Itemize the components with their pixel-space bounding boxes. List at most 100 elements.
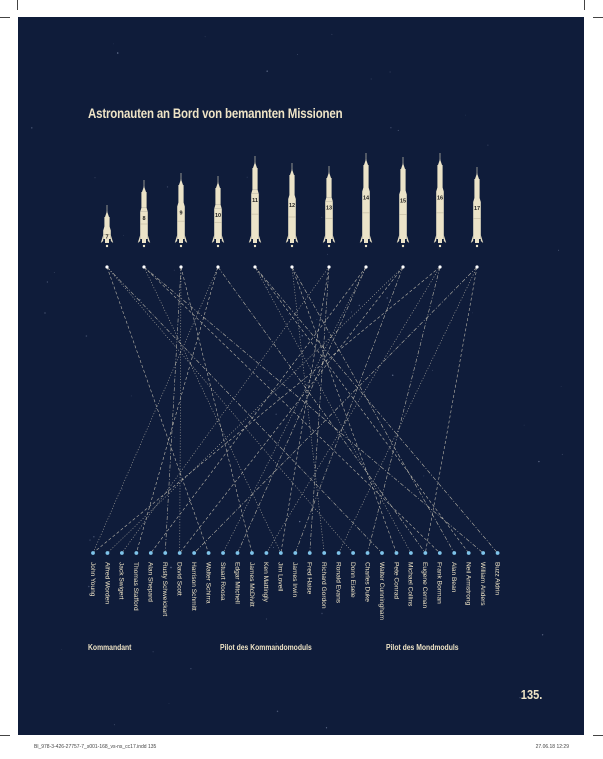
star bbox=[174, 436, 175, 438]
astronaut-node bbox=[250, 551, 254, 555]
star bbox=[349, 333, 350, 335]
legend: Kommandant Pilot des Kommandomoduls Pilot … bbox=[88, 643, 528, 657]
connection-line bbox=[164, 266, 182, 554]
astronaut-node bbox=[380, 551, 384, 555]
star bbox=[358, 304, 360, 307]
astronaut-name-label: Edgar Mitchell bbox=[233, 562, 240, 604]
astronaut-node bbox=[134, 551, 139, 555]
star bbox=[386, 297, 388, 299]
mission-rocket: 14 bbox=[359, 153, 373, 269]
mission-rocket: 7 bbox=[100, 205, 114, 269]
star bbox=[275, 642, 277, 644]
astronaut-node bbox=[235, 551, 240, 555]
astronaut-node bbox=[148, 551, 153, 555]
astronaut-node bbox=[206, 551, 211, 555]
mission-rocket: 17 bbox=[470, 167, 484, 269]
astronaut-node bbox=[423, 551, 428, 555]
mission-number-label: 16 bbox=[437, 196, 443, 202]
page-title: Astronauten an Bord von bemannten Missio… bbox=[88, 105, 343, 121]
star bbox=[61, 649, 63, 650]
astronaut-node bbox=[495, 551, 500, 555]
mission-number-label: 11 bbox=[252, 198, 258, 204]
astronaut-name-label: Fred Haise bbox=[306, 562, 313, 595]
star bbox=[558, 249, 560, 251]
crop-mark bbox=[593, 17, 603, 18]
astronaut-node bbox=[351, 551, 355, 555]
astronaut-name-label: William Anders bbox=[479, 562, 486, 606]
connection-line bbox=[179, 266, 182, 554]
astronaut-name-label: Michael Collins bbox=[407, 562, 414, 607]
star bbox=[288, 314, 289, 316]
astronaut-name-label: John Young bbox=[89, 562, 96, 597]
star bbox=[560, 386, 562, 387]
astronaut-name-label: Thomas Stafford bbox=[132, 562, 139, 611]
star bbox=[116, 52, 119, 54]
star bbox=[204, 36, 206, 38]
legend-label: Pilot des Kommandomoduls bbox=[220, 643, 312, 652]
star bbox=[273, 547, 274, 548]
mission-rocket: 8 bbox=[137, 180, 151, 269]
mission-node bbox=[401, 265, 405, 269]
star bbox=[471, 312, 473, 314]
star bbox=[297, 53, 299, 55]
star bbox=[31, 127, 33, 129]
mission-node bbox=[475, 265, 479, 269]
rocket-base-dot bbox=[179, 244, 183, 248]
mission-node bbox=[216, 265, 220, 269]
connection-line bbox=[338, 266, 478, 554]
footer-file-label: Bl_978-3-426-27757-7_s001-168_vs-ns_cc17… bbox=[34, 744, 157, 750]
astronaut-name-label: Stuart Roosa bbox=[219, 562, 226, 601]
connection-line bbox=[254, 266, 469, 554]
mission-node bbox=[179, 265, 183, 269]
astronaut-node bbox=[307, 551, 312, 555]
connection-line bbox=[92, 266, 441, 554]
connection-line bbox=[106, 266, 354, 554]
mission-number-label: 12 bbox=[289, 203, 295, 209]
astronaut-name-label: Walter Cunningham bbox=[378, 562, 385, 621]
star bbox=[173, 269, 175, 271]
mission-node bbox=[105, 265, 109, 269]
rocket-base-dot bbox=[216, 244, 220, 248]
star bbox=[166, 186, 169, 188]
mission-number-label: 9 bbox=[179, 211, 182, 217]
star bbox=[301, 335, 304, 337]
page-number: 135. bbox=[520, 687, 542, 702]
astronaut-name-label: Alfred Worden bbox=[103, 562, 110, 604]
astronaut-name-label: Charles Duke bbox=[363, 562, 370, 602]
connection-line bbox=[291, 266, 455, 554]
astronaut-node bbox=[278, 551, 283, 555]
astronaut-node bbox=[365, 551, 370, 555]
astronaut-node bbox=[105, 551, 110, 555]
star bbox=[170, 566, 172, 569]
mission-number-label: 13 bbox=[326, 205, 332, 211]
connection-line bbox=[237, 266, 367, 554]
star bbox=[152, 651, 154, 653]
mission-node bbox=[142, 265, 146, 269]
mission-node bbox=[290, 265, 294, 269]
rocket-base-dot bbox=[401, 244, 405, 248]
astronaut-node bbox=[452, 551, 457, 555]
connection-lines bbox=[92, 266, 498, 554]
rocket-base-dot bbox=[105, 244, 109, 248]
connection-line bbox=[193, 266, 478, 554]
legend-label: Kommandant bbox=[88, 643, 132, 652]
astronaut-node bbox=[466, 551, 471, 555]
mission-number-label: 10 bbox=[215, 213, 221, 219]
connection-line bbox=[222, 266, 367, 554]
star bbox=[121, 488, 123, 490]
astronaut-node bbox=[409, 551, 413, 555]
crop-mark bbox=[17, 0, 18, 10]
astronaut-node bbox=[336, 551, 341, 555]
star bbox=[266, 70, 268, 72]
connection-line bbox=[291, 266, 397, 554]
legend-item: Pilot des Kommandomoduls bbox=[220, 643, 446, 652]
mission-rocket: 9 bbox=[174, 173, 188, 269]
rocket-base-dot bbox=[253, 244, 257, 248]
legend-label: Pilot des Mondmoduls bbox=[386, 643, 459, 652]
star bbox=[519, 697, 521, 699]
star bbox=[265, 618, 267, 620]
mission-number-label: 7 bbox=[105, 235, 108, 241]
star-field bbox=[31, 33, 563, 729]
rocket-base-dot bbox=[364, 244, 368, 248]
star bbox=[523, 424, 525, 426]
